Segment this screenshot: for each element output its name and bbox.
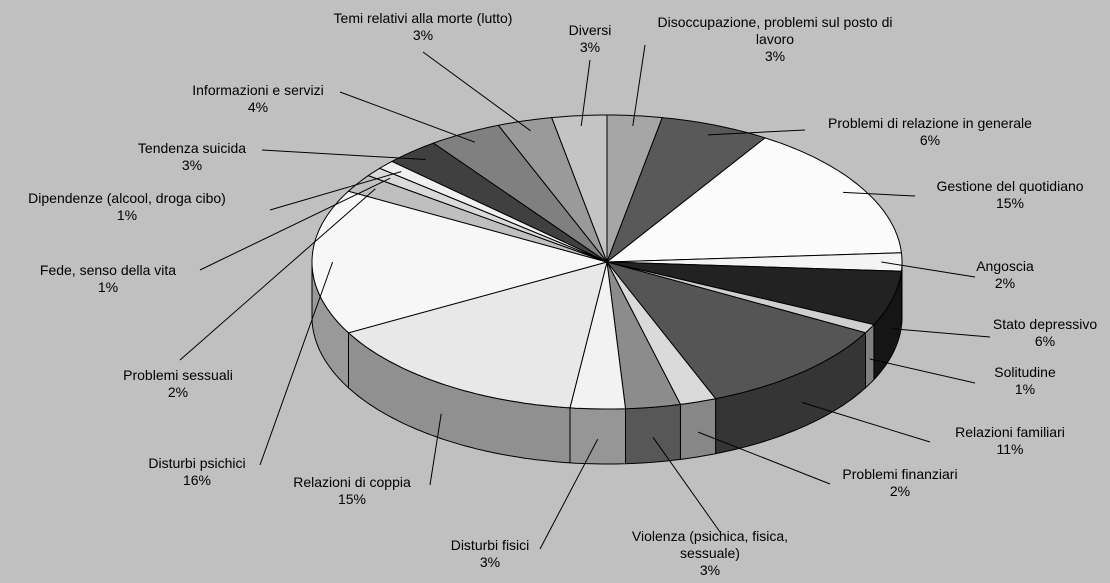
value-label: 1% <box>1014 381 1036 397</box>
category-label: Disturbi psichici <box>148 455 246 471</box>
value-label: 3% <box>479 554 501 570</box>
category-label: Relazioni di coppia <box>293 474 411 490</box>
value-label: 2% <box>167 384 189 400</box>
value-label: 16% <box>182 472 212 488</box>
category-label: Problemi di relazione in generale <box>828 115 1032 131</box>
slice-label: Problemi sessuali 2% <box>123 367 233 401</box>
leader-line <box>539 438 599 550</box>
slice-label: Angoscia 2% <box>976 258 1034 292</box>
slice-side <box>625 403 681 465</box>
slice <box>497 117 608 263</box>
leader-line <box>707 129 806 136</box>
slice-label: Violenza (psichica, fisica, sessuale) 3% <box>610 528 810 579</box>
slice-label: Problemi finanziari 2% <box>842 466 957 500</box>
slice <box>569 261 627 410</box>
category-label: Violenza (psichica, fisica, sessuale) <box>631 528 789 561</box>
slice-label: Fede, senso della vita 1% <box>40 262 176 296</box>
slice <box>606 252 903 272</box>
slice <box>605 117 767 264</box>
slice-label: Stato depressivo 6% <box>993 316 1097 350</box>
slice <box>606 261 902 326</box>
leader-line <box>269 171 402 211</box>
category-label: Fede, senso della vita <box>39 262 177 278</box>
leader-line <box>339 91 475 143</box>
slice-label: Gestione del quotidiano 15% <box>936 178 1083 212</box>
category-label: Temi relativi alla morte (lutto) <box>333 10 513 26</box>
slice-label: Disturbi psichici 16% <box>148 455 245 489</box>
slice-label: Disoccupazione, problemi sul posto di la… <box>655 14 895 65</box>
slice-label: Relazioni di coppia 15% <box>293 474 411 508</box>
slice-label: Relazioni familiari 11% <box>955 424 1065 458</box>
slice <box>606 261 682 410</box>
category-label: Problemi finanziari <box>842 466 958 482</box>
slice <box>606 261 717 405</box>
category-label: Tendenza suicida <box>137 140 247 156</box>
slice-label: Temi relativi alla morte (lutto) 3% <box>334 10 513 44</box>
slice <box>347 175 608 263</box>
leader-line <box>698 431 831 485</box>
slice <box>347 261 608 409</box>
slice <box>605 261 867 400</box>
leader-line <box>429 413 442 486</box>
leader-line <box>881 261 976 278</box>
leader-line <box>892 328 991 338</box>
category-label: Stato depressivo <box>992 316 1098 332</box>
leader-line <box>422 51 531 132</box>
value-label: 4% <box>247 99 269 115</box>
value-label: 3% <box>579 39 601 55</box>
slice <box>432 124 608 263</box>
slice-label: Tendenza suicida 3% <box>138 140 246 174</box>
leader-line <box>199 177 391 271</box>
slice-label: Informazioni e servizi 4% <box>192 82 324 116</box>
slice-label: Solitudine 1% <box>994 364 1056 398</box>
value-label: 3% <box>699 562 721 578</box>
leader-line <box>869 358 976 384</box>
slice-label: Problemi di relazione in generale 6% <box>828 115 1032 149</box>
value-label: 6% <box>919 132 941 148</box>
leader-line <box>179 188 376 361</box>
leader-line <box>259 261 334 466</box>
category-label: Angoscia <box>976 258 1034 274</box>
slice-side <box>679 398 717 460</box>
category-label: Informazioni e servizi <box>192 82 324 98</box>
slice-side <box>865 323 875 389</box>
value-label: 2% <box>994 275 1016 291</box>
value-label: 1% <box>116 207 138 223</box>
value-label: 15% <box>995 195 1025 211</box>
category-label: Solitudine <box>994 364 1056 380</box>
leader-line <box>652 437 721 533</box>
value-label: 3% <box>181 157 203 173</box>
leader-line <box>261 149 426 160</box>
slice <box>390 142 608 263</box>
leader-line <box>843 191 916 197</box>
value-label: 3% <box>412 27 434 43</box>
value-label: 6% <box>1034 333 1056 349</box>
category-label: Diversi <box>568 22 612 38</box>
slice-label: Diversi 3% <box>569 22 612 56</box>
category-label: Relazioni familiari <box>955 424 1065 440</box>
value-label: 15% <box>337 491 367 507</box>
value-label: 1% <box>97 279 119 295</box>
leader-line <box>632 44 646 126</box>
value-label: 11% <box>996 441 1024 457</box>
slice-label: Disturbi fisici 3% <box>451 537 530 571</box>
category-label: Disoccupazione, problemi sul posto di la… <box>657 14 893 47</box>
leader-line <box>801 402 931 443</box>
value-label: 2% <box>889 483 911 499</box>
slice-side <box>569 407 626 465</box>
leader-line <box>580 59 591 126</box>
category-label: Problemi sessuali <box>123 367 233 383</box>
slice <box>550 114 608 263</box>
slice <box>311 190 609 334</box>
category-label: Disturbi fisici <box>450 537 530 553</box>
category-label: Gestione del quotidiano <box>936 178 1084 194</box>
slice-label: Dipendenze (alcool, droga cibo) 1% <box>28 190 226 224</box>
value-label: 3% <box>764 48 786 64</box>
category-label: Dipendenze (alcool, droga cibo) <box>28 190 226 206</box>
slice <box>605 137 902 263</box>
